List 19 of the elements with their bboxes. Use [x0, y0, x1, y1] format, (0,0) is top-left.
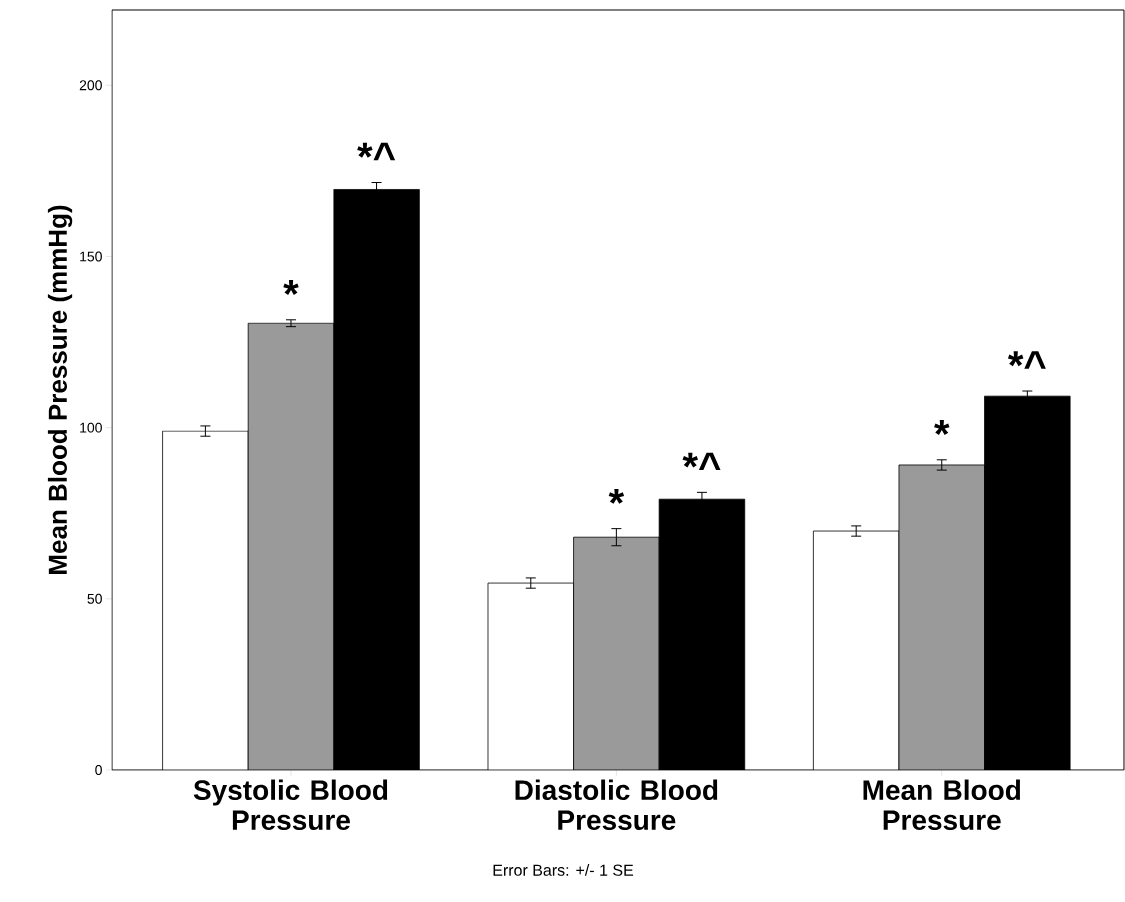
x-tick-label: Mean Blood Pressure	[863, 779, 1021, 831]
y-tick-label: 100	[80, 422, 102, 433]
data-label: *^	[357, 142, 396, 161]
x-tick-label: Systolic Blood Pressure	[193, 779, 388, 831]
y-axis-title: Mean Blood Pressure (mmHg)	[47, 205, 73, 574]
data-label: *^	[1007, 351, 1046, 369]
text: Error Bars: +/- 1 SE	[493, 864, 634, 876]
bar	[898, 464, 985, 770]
y-tick-label: 150	[80, 251, 102, 262]
y-tick-label: 200	[79, 80, 102, 91]
y-tick-label: 50	[87, 593, 102, 604]
data-label: *^	[682, 452, 721, 471]
data-label: *	[934, 420, 950, 435]
data-label: *	[608, 488, 625, 504]
y-tick-label: 0	[95, 765, 102, 775]
bar	[573, 536, 660, 770]
x-tick-label: Diastolic Blood Pressure	[515, 779, 718, 831]
bar	[247, 322, 335, 770]
data-label: *	[283, 280, 299, 295]
